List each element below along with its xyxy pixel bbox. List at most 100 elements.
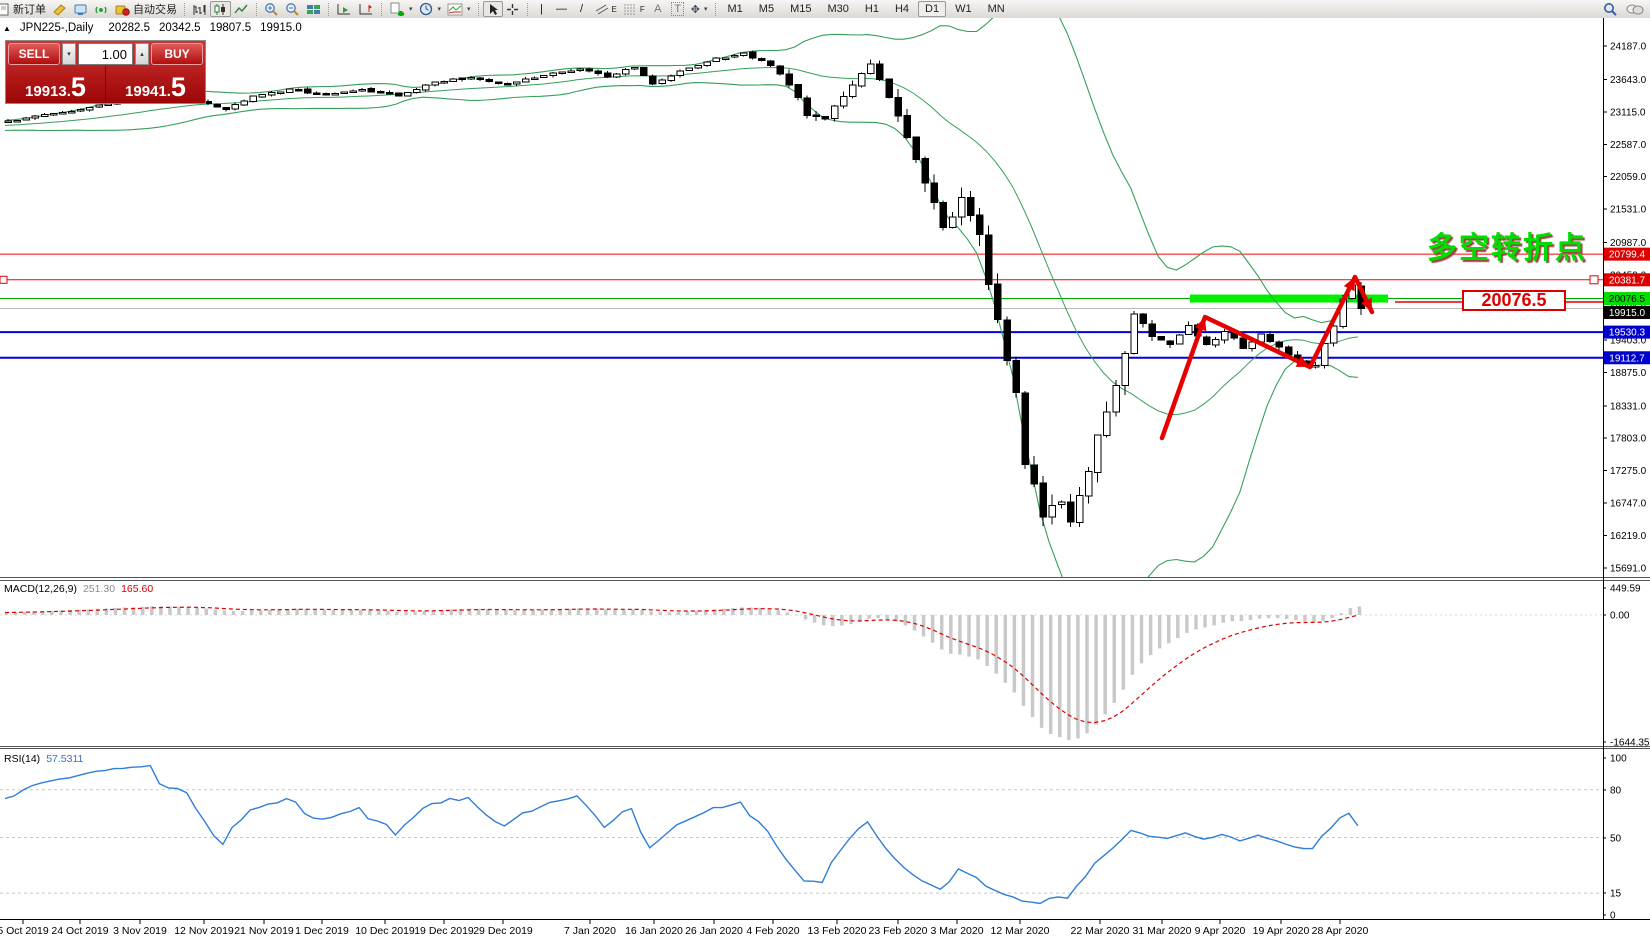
price-badge — [1604, 305, 1650, 319]
candle-body — [594, 70, 603, 75]
chevron-down-icon[interactable]: ▾ — [409, 6, 413, 13]
new-order-button[interactable]: 新订单 — [0, 1, 49, 17]
buy-button[interactable]: BUY — [151, 43, 203, 65]
timeframe-M30[interactable]: M30 — [827, 3, 849, 15]
signal-button[interactable] — [91, 1, 112, 17]
volume-increase-button[interactable]: ▴ — [135, 43, 149, 65]
rsi-axis-label: 100 — [1610, 754, 1627, 765]
price-badge — [1604, 351, 1650, 365]
candle-body — [721, 57, 730, 60]
chat-icon[interactable] — [1626, 3, 1644, 16]
candle-body — [1021, 392, 1029, 465]
autotrading-label: 自动交易 — [133, 4, 177, 16]
candle-body — [585, 68, 594, 72]
arrows-button[interactable]: ✥ ▾ — [688, 1, 711, 17]
line-chart-button[interactable] — [231, 1, 252, 17]
candle-body — [739, 52, 748, 57]
candle-body — [649, 75, 657, 85]
period-button[interactable]: ▾ — [416, 1, 445, 17]
line-handle[interactable] — [1589, 275, 1599, 285]
spinner-down-icon: ▾ — [67, 51, 71, 58]
text-label-button[interactable]: T — [668, 1, 688, 17]
timeframe-M1[interactable]: M1 — [727, 3, 743, 15]
candle-body — [903, 115, 911, 138]
chevron-down-icon[interactable]: ▾ — [437, 6, 442, 13]
channel-button[interactable]: E — [592, 1, 620, 17]
buy-price[interactable]: 19941. 5 — [106, 66, 205, 103]
search-icon[interactable] — [1603, 2, 1618, 16]
candle-body — [640, 67, 648, 77]
candle-body — [1030, 464, 1039, 485]
price-tick-label: 19403.0 — [1610, 335, 1647, 346]
macd-label: MACD(12,26,9) 251.30 165.60 — [4, 583, 153, 595]
volume-decrease-button[interactable]: ▾ — [62, 43, 76, 65]
timeframe-H4[interactable]: H4 — [894, 3, 910, 15]
vertical-line-button[interactable]: | — [532, 1, 552, 17]
open-value: 20282.5 — [108, 22, 150, 34]
auto-scroll-button[interactable] — [333, 1, 355, 17]
sell-button[interactable]: SELL — [8, 43, 60, 65]
line-chart-icon — [234, 4, 248, 13]
candle-body — [240, 100, 249, 106]
timeframe-M5[interactable]: M5 — [758, 3, 775, 15]
turning-point-annotation[interactable]: 多空转折点 — [1427, 232, 1587, 265]
chevron-down-icon[interactable]: ▾ — [467, 6, 471, 13]
volume-input[interactable]: 1.00 — [78, 43, 133, 65]
timeframe-MN[interactable]: MN — [987, 3, 1005, 15]
toolbar-separator — [381, 2, 382, 16]
macd-panel — [0, 606, 1603, 740]
fibonacci-button[interactable]: F — [620, 1, 648, 17]
timeframe-M15[interactable]: M15 — [790, 3, 812, 15]
candle-body — [1239, 337, 1247, 349]
candle-body — [340, 91, 348, 94]
date-label: 21 Nov 2019 — [234, 925, 294, 937]
candles — [4, 50, 1365, 527]
candle-body — [531, 77, 539, 81]
rsi-name: RSI(14) — [4, 753, 41, 765]
add-order-button[interactable]: ▾ — [386, 1, 416, 17]
candle-body — [1003, 319, 1011, 361]
candle-body — [1212, 339, 1220, 346]
bar-chart-button[interactable] — [189, 1, 210, 17]
autotrading-button[interactable]: 自动交易 — [112, 1, 180, 17]
zoom-in-button[interactable] — [261, 1, 282, 17]
timeframe-W1[interactable]: W1 — [955, 3, 972, 15]
trendline-button[interactable]: / — [572, 1, 592, 17]
chart-shift-button[interactable] — [355, 1, 377, 17]
zoom-in-icon — [265, 3, 278, 16]
timeframe-toolbar: M1 M5 M15 M30 H1 H4 D1 W1 MN — [720, 1, 1013, 17]
rsi-axis-label: 50 — [1610, 834, 1622, 845]
terminal-button[interactable] — [70, 1, 91, 17]
tile-windows-button[interactable] — [303, 1, 324, 17]
price-tick-label: 18331.0 — [1610, 401, 1647, 412]
text-icon: A — [654, 3, 662, 15]
candle-body — [249, 95, 258, 103]
text-button[interactable]: A — [648, 1, 668, 17]
sell-price[interactable]: 19913. 5 — [6, 66, 105, 103]
indicators-icon — [447, 3, 463, 15]
chevron-down-icon[interactable]: ▾ — [704, 6, 708, 13]
chart-brush-button[interactable] — [49, 1, 70, 17]
timeframe-H1[interactable]: H1 — [864, 3, 879, 15]
candlestick-chart-button[interactable] — [210, 1, 231, 17]
toolbar-separator — [328, 2, 329, 16]
timeframe-D1[interactable]: D1 — [918, 1, 947, 17]
horizontal-line-icon: — — [556, 3, 568, 15]
rsi-axis-label: 80 — [1610, 786, 1622, 797]
channel-letter: E — [611, 4, 617, 14]
support-zone-bar[interactable] — [1190, 294, 1388, 303]
cursor-button[interactable] — [482, 1, 503, 17]
collapse-panel-icon[interactable]: ▲ — [3, 24, 11, 33]
zoom-out-button[interactable] — [282, 1, 303, 17]
price-label-box[interactable]: 20076.5 — [1462, 290, 1566, 311]
period-icon — [419, 2, 432, 16]
candle-body — [712, 57, 721, 62]
auto-scroll-icon — [337, 3, 350, 14]
price-badge — [1604, 273, 1650, 287]
candle-body — [785, 73, 793, 86]
line-handle[interactable] — [0, 275, 8, 284]
crosshair-button[interactable] — [503, 1, 523, 17]
vertical-line-icon: | — [540, 3, 543, 15]
horizontal-line-button[interactable]: — — [552, 1, 572, 17]
indicators-button[interactable]: ▾ — [444, 1, 474, 17]
